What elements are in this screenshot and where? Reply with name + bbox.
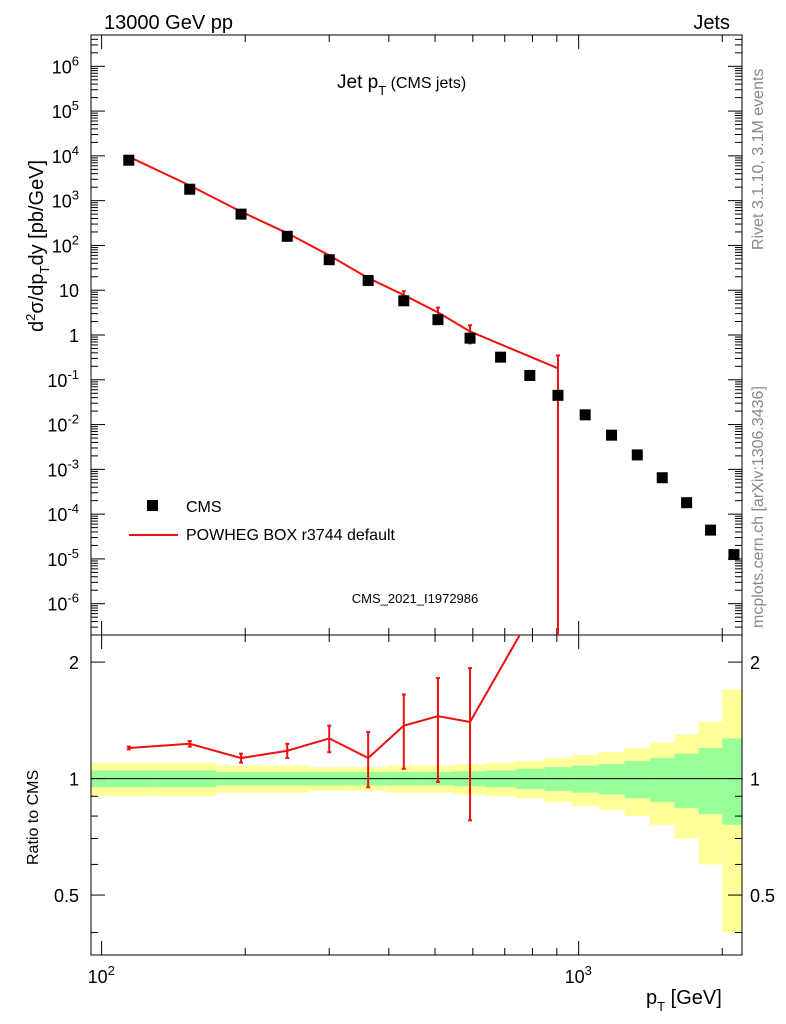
y-axis-label-ratio: Ratio to CMS [25, 770, 42, 865]
data-point [552, 389, 564, 401]
y-tick-label: 105 [52, 98, 79, 122]
main-plot-frame [90, 34, 743, 636]
data-point [281, 230, 293, 242]
ratio-tick-label-right: 0.5 [750, 886, 775, 906]
data-point [362, 274, 374, 286]
band-inner-13 [598, 764, 625, 795]
analysis-id: CMS_2021_I1972986 [352, 591, 479, 606]
band-inner-16 [674, 753, 699, 808]
header-right: Jets [693, 12, 730, 34]
y-tick-label: 1 [69, 326, 79, 346]
data-series-main [123, 154, 740, 561]
legend-data-marker [147, 500, 158, 511]
data-point [606, 429, 618, 441]
y-tick-label: 103 [52, 188, 79, 212]
y-tick-label: 10-2 [47, 412, 79, 436]
data-point [398, 295, 410, 307]
y-tick-label: 10-5 [47, 546, 79, 570]
y-tick-label: 106 [52, 53, 79, 77]
rivet-label: Rivet 3.1.10, 3.1M events [750, 69, 767, 250]
data-point [323, 254, 335, 266]
y-tick-label: 104 [52, 143, 79, 167]
mc-series-ratio [126, 635, 521, 822]
band-inner-14 [624, 761, 650, 799]
header-left: 13000 GeV pp [104, 12, 233, 34]
data-point [705, 524, 717, 536]
x-tick-label: 102 [88, 963, 115, 987]
ratio-tick-label-right: 1 [750, 770, 760, 790]
band-inner-18 [722, 738, 742, 825]
y-tick-label: 10-4 [47, 501, 79, 525]
mc-line-ratio [128, 635, 521, 760]
legend: CMS POWHEG BOX r3744 default [129, 499, 396, 544]
data-point [184, 183, 196, 195]
band-inner-15 [649, 758, 675, 802]
mc-line-main [128, 155, 559, 370]
band-inner-17 [698, 747, 723, 814]
ratio-frame-rect [90, 634, 743, 956]
x-tick-label: 103 [565, 963, 592, 987]
main-y-ticks: 10610510410310210110-110-210-310-410-510… [47, 34, 742, 636]
data-point [631, 449, 643, 461]
ratio-tick-label-left: 0.5 [54, 886, 79, 906]
mcplots-label: mcplots.cern.ch [arXiv:1306.3436] [750, 386, 767, 628]
legend-data-label: CMS [186, 499, 222, 516]
ratio-tick-label-left: 2 [69, 653, 79, 673]
data-point [432, 314, 444, 326]
ratio-plot-frame [90, 634, 743, 956]
ratio-tick-label-left: 1 [69, 770, 79, 790]
y-tick-label: 10-3 [47, 456, 79, 480]
data-point [681, 497, 693, 509]
main-frame-rect [90, 34, 743, 636]
y-tick-label: 102 [52, 232, 79, 256]
y-tick-label: 10 [59, 281, 79, 301]
data-point [464, 332, 476, 344]
data-point [656, 472, 668, 484]
y-tick-label: 10-6 [47, 591, 79, 615]
y-tick-label: 10-1 [47, 367, 79, 391]
data-point [728, 549, 740, 561]
ratio-y-ticks: 0.5 0.5 1 1 2 2 [54, 653, 775, 934]
x-axis-ticks: 102 103 [88, 35, 723, 987]
mc-series-main [128, 155, 560, 635]
plot-title: Jet pT (CMS jets) [337, 72, 466, 98]
ratio-tick-label-right: 2 [750, 653, 760, 673]
x-axis-label: pT [GeV] [646, 987, 722, 1014]
legend-mc-label: POWHEG BOX r3744 default [186, 527, 396, 544]
ratio-uncertainty-bands [91, 689, 742, 933]
data-point [235, 208, 247, 220]
data-point [123, 154, 135, 166]
data-point [579, 409, 591, 421]
y-axis-label-main: d2σ/dpTdy [pb/GeV] [23, 160, 52, 332]
data-point [524, 369, 536, 381]
data-point [495, 351, 507, 363]
band-inner-12 [571, 765, 599, 793]
